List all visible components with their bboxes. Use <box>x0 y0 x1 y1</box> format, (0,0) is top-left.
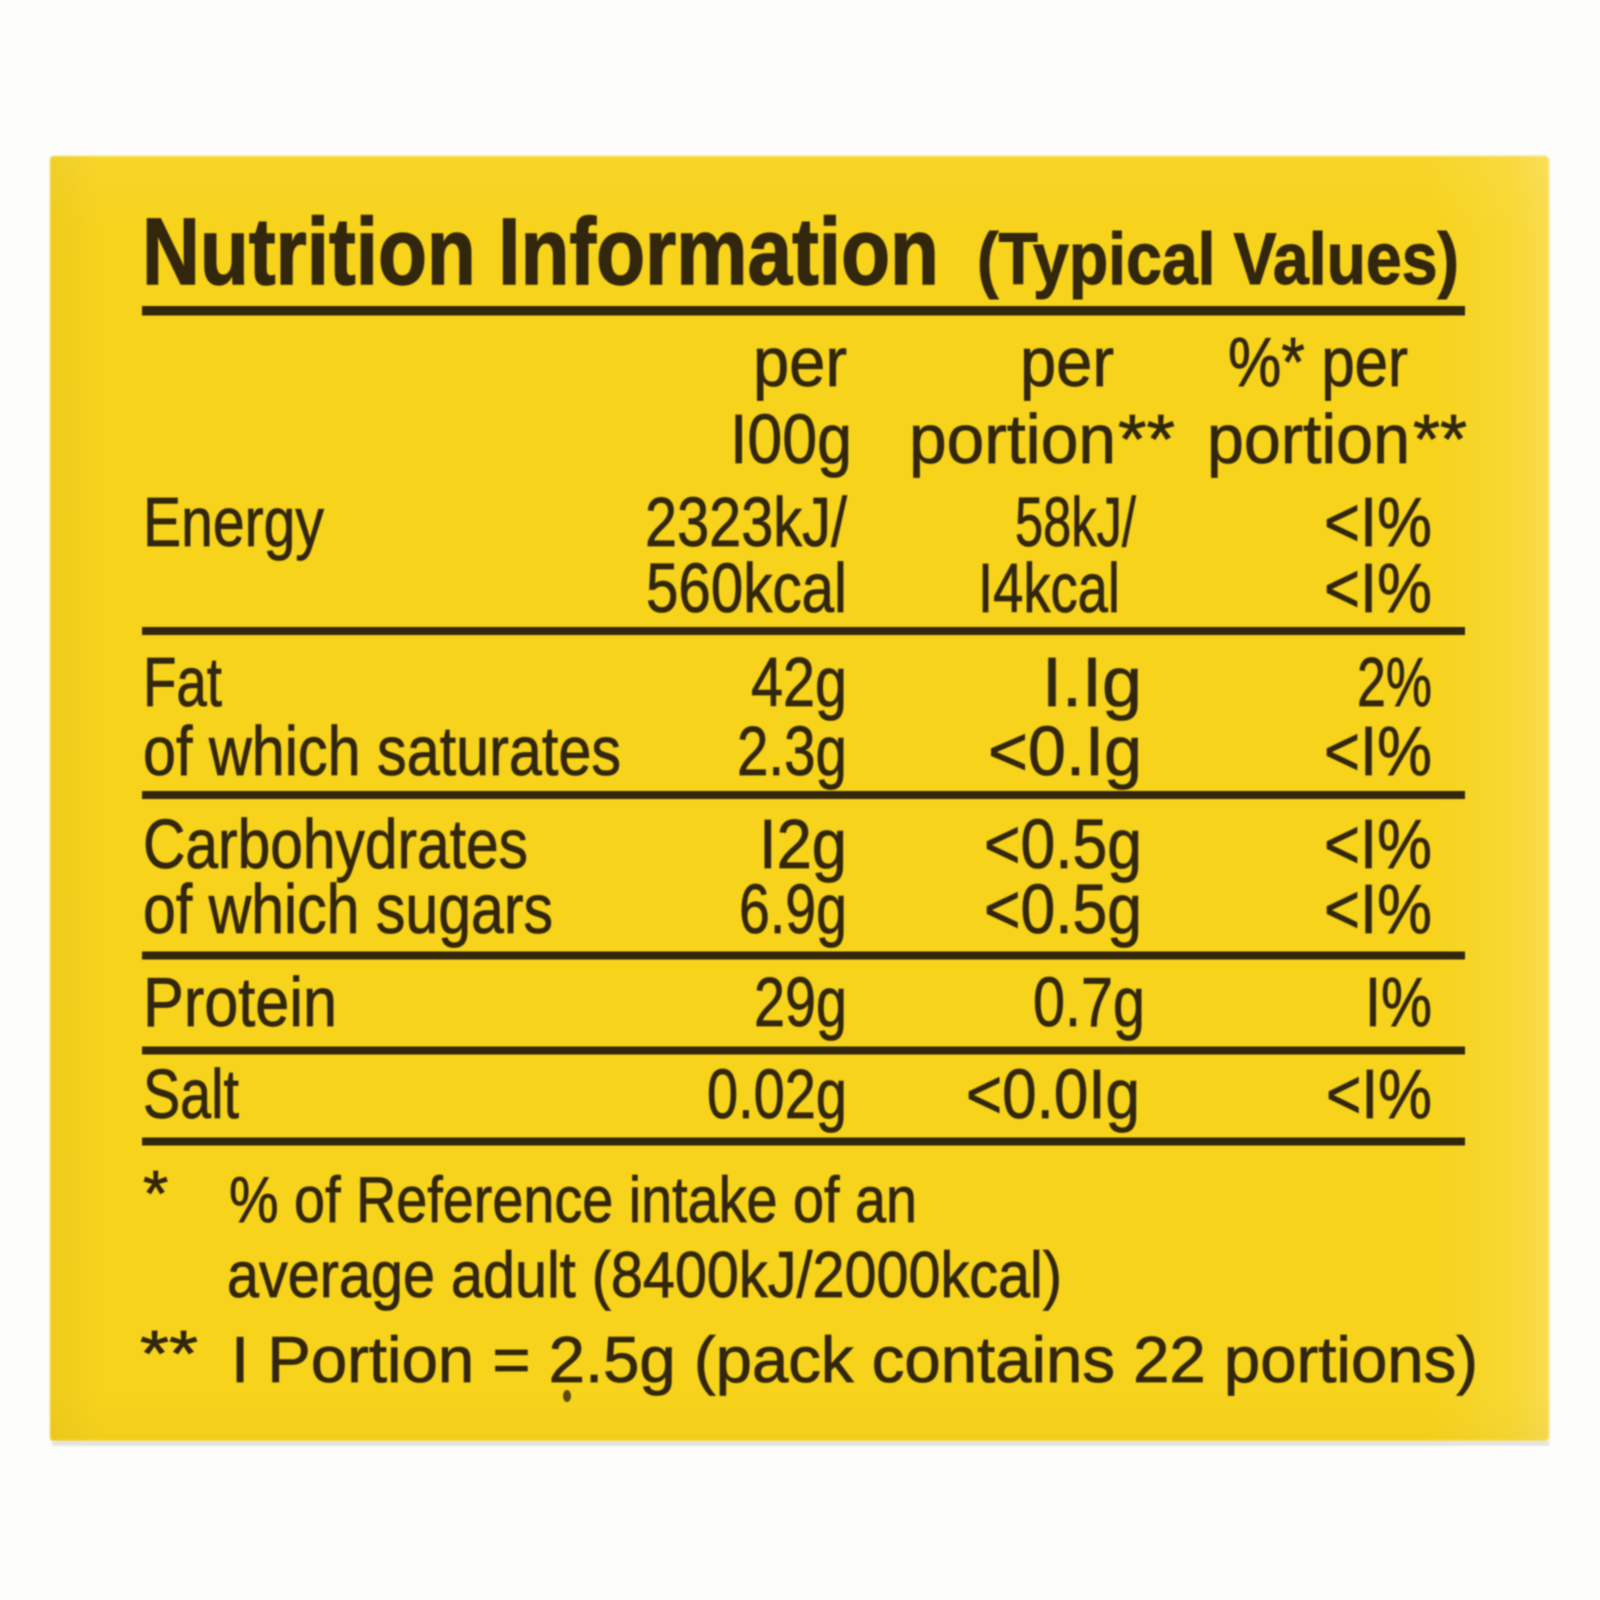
svg-text:58kJ/: 58kJ/ <box>1015 483 1136 561</box>
svg-text:<0.Ig: <0.Ig <box>988 712 1142 790</box>
svg-text:Nutrition Information: Nutrition Information <box>142 199 939 305</box>
svg-text:<I%: <I% <box>1324 549 1432 627</box>
svg-text:of which sugars: of which sugars <box>143 870 553 948</box>
svg-text:560kcal: 560kcal <box>646 549 847 627</box>
svg-text:I Portion = 2.5g (pack contain: I Portion = 2.5g (pack contains 22 porti… <box>231 1323 1478 1396</box>
svg-text:**: ** <box>1413 400 1467 478</box>
svg-text:42g: 42g <box>751 643 847 721</box>
svg-text:<0.5g: <0.5g <box>984 870 1142 948</box>
svg-text:I2g: I2g <box>759 805 847 883</box>
svg-text:<I%: <I% <box>1324 805 1432 883</box>
svg-text:<I%: <I% <box>1324 870 1432 948</box>
svg-text:(Typical Values): (Typical Values) <box>977 219 1459 300</box>
svg-text:I.Ig: I.Ig <box>1042 643 1142 721</box>
svg-text:Carbohydrates: Carbohydrates <box>143 805 528 883</box>
svg-text:*: * <box>143 1157 168 1230</box>
svg-text:Protein: Protein <box>143 963 337 1041</box>
svg-text:<0.0Ig: <0.0Ig <box>966 1055 1140 1133</box>
svg-text:I4kcal: I4kcal <box>978 549 1120 627</box>
svg-text:<I%: <I% <box>1324 483 1432 561</box>
svg-text:Fat: Fat <box>143 643 222 721</box>
svg-text:**: ** <box>140 1317 198 1390</box>
svg-text:<I%: <I% <box>1324 712 1432 790</box>
svg-text:2.3g: 2.3g <box>737 712 847 790</box>
svg-text:of which saturates: of which saturates <box>143 712 621 790</box>
svg-text:% of Reference intake of an: % of Reference intake of an <box>229 1163 917 1236</box>
svg-text:average adult (8400kJ/2000kcal: average adult (8400kJ/2000kcal) <box>227 1238 1062 1311</box>
svg-text:**: ** <box>1118 400 1175 478</box>
svg-text:<I%: <I% <box>1326 1055 1432 1133</box>
svg-text:portion: portion <box>1207 400 1410 478</box>
svg-text:29g: 29g <box>754 963 847 1041</box>
svg-text:0.02g: 0.02g <box>707 1055 847 1133</box>
svg-text:6.9g: 6.9g <box>739 870 847 948</box>
svg-text:Energy: Energy <box>143 483 324 561</box>
svg-text:I00g: I00g <box>730 400 852 478</box>
svg-text:per: per <box>1020 323 1114 401</box>
svg-text:per: per <box>753 323 847 401</box>
svg-text:0.7g: 0.7g <box>1033 963 1145 1041</box>
svg-text:portion: portion <box>909 400 1116 478</box>
svg-text:Salt: Salt <box>143 1055 239 1133</box>
svg-text:%* per: %* per <box>1228 323 1408 401</box>
svg-text:<0.5g: <0.5g <box>984 805 1142 883</box>
svg-text:2323kJ/: 2323kJ/ <box>645 483 847 561</box>
svg-text:I%: I% <box>1365 963 1432 1041</box>
svg-text:2%: 2% <box>1357 643 1432 721</box>
